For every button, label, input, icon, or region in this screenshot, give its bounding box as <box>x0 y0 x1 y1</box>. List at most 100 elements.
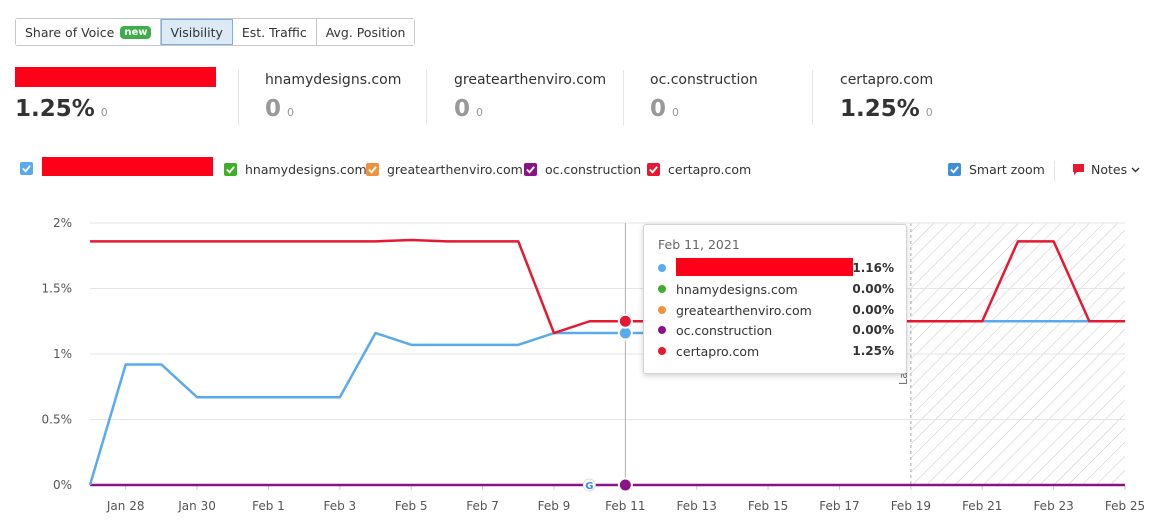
redacted-domain <box>42 157 213 176</box>
tab-label: Share of Voice <box>25 24 115 40</box>
metric-name: certapro.com <box>840 72 934 88</box>
tooltip-value: 0.00% <box>852 303 894 317</box>
tooltip-row-oc-construction: oc.construction 0.00% <box>658 321 894 339</box>
metric-tabs: Share of Voice new Visibility Est. Traff… <box>15 18 416 46</box>
divider <box>238 70 239 125</box>
tooltip-value: 1.25% <box>852 344 894 358</box>
x-tick-label: Feb 9 <box>538 499 571 513</box>
tooltip-name: hnamydesigns.com <box>676 281 798 297</box>
divider <box>1054 161 1055 181</box>
smart-zoom-toggle[interactable]: Smart zoom <box>948 162 1045 177</box>
tab-avg-position[interactable]: Avg. Position <box>316 19 415 45</box>
metric-name: oc.construction <box>650 72 758 88</box>
legend-item-hnamydesigns[interactable]: hnamydesigns.com <box>224 162 367 177</box>
x-tick-label: Jan 28 <box>106 499 145 513</box>
y-tick-label: 0% <box>53 478 72 492</box>
series-dot <box>658 306 666 314</box>
new-badge: new <box>120 25 152 39</box>
tooltip-name: oc.construction <box>676 322 773 338</box>
x-tick-label: Feb 15 <box>748 499 788 513</box>
tooltip-row-certapro: certapro.com 1.25% <box>658 342 894 360</box>
metric-value: 1.25% 0 <box>15 96 108 122</box>
checkbox-checked-icon[interactable] <box>20 162 33 175</box>
y-tick-label: 1% <box>53 347 72 361</box>
tooltip-value: 0.00% <box>852 323 894 337</box>
tab-label: Avg. Position <box>325 24 406 40</box>
series-dot <box>658 347 666 355</box>
tooltip-row-own-domain: 1.16% <box>658 259 894 277</box>
redacted-domain <box>15 67 216 87</box>
tooltip-date: Feb 11, 2021 <box>658 237 740 252</box>
legend-item-oc-construction[interactable]: oc.construction <box>524 162 641 177</box>
tab-label: Visibility <box>170 24 223 40</box>
y-tick-label: 2% <box>53 216 72 230</box>
chart-legend: hnamydesigns.com greatearthenviro.com oc… <box>0 157 1149 182</box>
x-tick-label: Jan 30 <box>177 499 216 513</box>
metric-name: hnamydesigns.com <box>265 72 402 88</box>
x-tick-label: Feb 1 <box>252 499 285 513</box>
x-tick-label: Feb 25 <box>1105 499 1145 513</box>
marker-certapro-com <box>617 313 633 329</box>
google-g-glyph: G <box>585 481 593 492</box>
metric-certapro: certapro.com 1.25% 0 <box>840 66 990 124</box>
chevron-down-icon <box>1131 165 1140 174</box>
note-icon <box>1072 163 1085 176</box>
notes-label: Notes <box>1091 162 1128 177</box>
legend-item-greatearthenviro[interactable]: greatearthenviro.com <box>366 162 523 177</box>
metric-name: greatearthenviro.com <box>454 72 607 88</box>
divider <box>623 70 624 125</box>
smart-zoom-label: Smart zoom <box>969 162 1045 177</box>
visibility-chart[interactable]: La 0% 0.5% 1% 1.5% 2% Jan 28 Jan 30 Feb 1 Feb 3 Fe… <box>0 195 1149 527</box>
series-dot <box>658 326 666 334</box>
x-tick-label: Feb 5 <box>395 499 428 513</box>
checkbox-checked-icon[interactable] <box>366 163 379 176</box>
divider <box>426 70 427 125</box>
metric-own-domain: 1.25% 0 <box>15 66 225 124</box>
divider <box>812 70 813 125</box>
x-tick-label: Feb 3 <box>323 499 356 513</box>
metric-delta: 0 <box>672 106 680 119</box>
legend-item-own-domain[interactable] <box>20 162 41 175</box>
tooltip-name: greatearthenviro.com <box>676 302 812 318</box>
x-tick-label: Feb 21 <box>962 499 1002 513</box>
x-tick-label: Feb 23 <box>1033 499 1073 513</box>
y-tick-label: 0.5% <box>42 413 73 427</box>
series-dot <box>658 285 666 293</box>
metric-delta: 0 <box>476 106 484 119</box>
google-update-icon <box>582 478 596 492</box>
legend-label: greatearthenviro.com <box>387 162 523 177</box>
legend-item-certapro[interactable]: certapro.com <box>647 162 751 177</box>
tab-share-of-voice[interactable]: Share of Voice new <box>16 19 162 45</box>
x-tick-label: Feb 11 <box>605 499 645 513</box>
x-tick-label: Feb 19 <box>891 499 931 513</box>
tab-label: Est. Traffic <box>241 24 307 40</box>
x-tick-label: Feb 13 <box>677 499 717 513</box>
metric-delta: 0 <box>287 106 295 119</box>
redacted-domain <box>676 258 853 276</box>
metric-delta: 0 <box>100 106 108 119</box>
metric-value: 1.25% 0 <box>840 96 933 122</box>
notes-dropdown[interactable]: Notes <box>1072 162 1140 177</box>
checkbox-checked-icon[interactable] <box>948 163 961 176</box>
checkbox-checked-icon[interactable] <box>647 163 660 176</box>
tooltip-row-hnamydesigns: hnamydesigns.com 0.00% <box>658 280 894 298</box>
tooltip-value: 1.16% <box>852 261 894 275</box>
x-tick-label: Feb 7 <box>466 499 499 513</box>
tab-visibility[interactable]: Visibility <box>161 19 233 45</box>
tooltip-value: 0.00% <box>852 282 894 296</box>
metric-delta: 0 <box>925 106 933 119</box>
shaded-label: La <box>897 372 910 385</box>
tab-est-traffic[interactable]: Est. Traffic <box>232 19 317 45</box>
tooltip-name: certapro.com <box>676 343 760 359</box>
legend-label: certapro.com <box>668 162 752 177</box>
checkbox-checked-icon[interactable] <box>224 163 237 176</box>
marker-oc-construction <box>617 477 633 493</box>
checkbox-checked-icon[interactable] <box>524 163 537 176</box>
x-tick-label: Feb 17 <box>819 499 859 513</box>
